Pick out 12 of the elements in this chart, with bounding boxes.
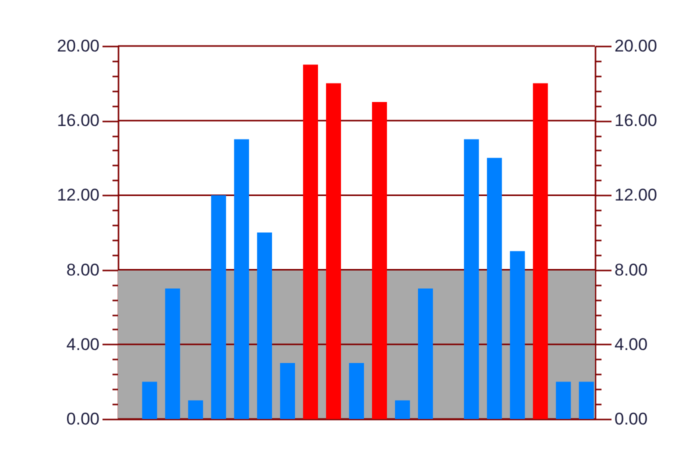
y-tick-label: 16.00	[56, 111, 100, 130]
y-tick-label: 8.00	[66, 260, 100, 280]
y-tick-label: 4.00	[66, 334, 100, 354]
y2-tick-label: 16.00	[614, 111, 658, 130]
y2-tick-label: 0.00	[614, 410, 648, 428]
y2-tick-label: 4.00	[614, 334, 648, 354]
y2-tick-label: 12.00	[614, 186, 658, 205]
y-tick-label: 20.00	[56, 36, 100, 56]
y-tick-label: 0.00	[66, 410, 100, 428]
y2-tick-label: 20.00	[614, 36, 658, 56]
y2-tick-label: 8.00	[614, 260, 648, 280]
y-tick-label: 12.00	[56, 186, 100, 205]
